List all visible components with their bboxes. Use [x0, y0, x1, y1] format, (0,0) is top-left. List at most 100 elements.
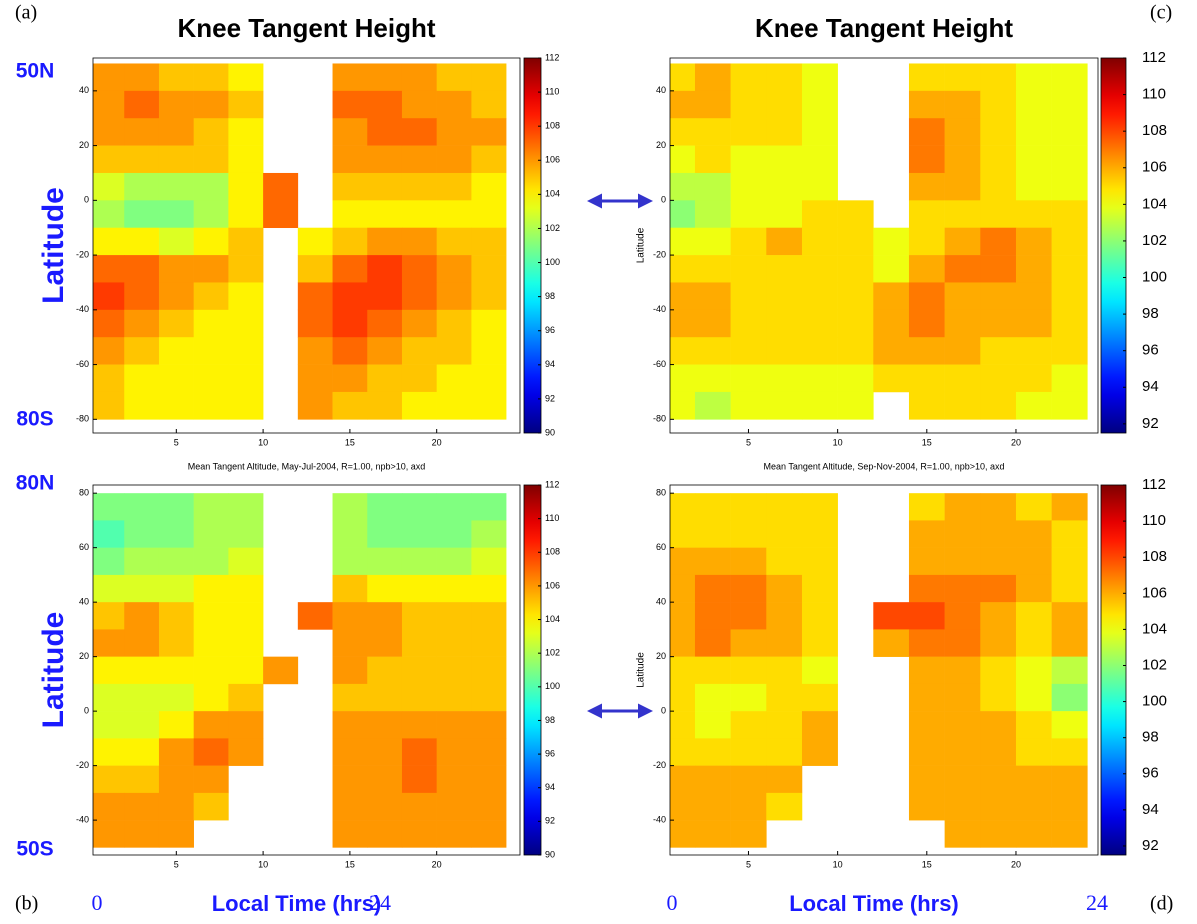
heat-cell	[193, 738, 229, 766]
heat-cell	[401, 574, 437, 603]
y-tick-label: -40	[76, 304, 89, 314]
heat-cell	[766, 145, 803, 174]
heat-cell	[766, 629, 803, 657]
heat-cell	[193, 227, 229, 256]
heat-cell	[158, 792, 194, 821]
heat-cell	[980, 711, 1017, 739]
heat-cell	[367, 118, 403, 146]
heat-cell	[332, 309, 368, 338]
heat-cell	[471, 574, 507, 603]
heat-cell	[730, 683, 767, 712]
heat-cell	[944, 200, 981, 229]
heat-cell	[228, 683, 264, 712]
heat-cell	[93, 547, 125, 576]
heat-cell	[471, 337, 507, 365]
heat-cell	[694, 337, 731, 365]
heat-cell	[158, 765, 194, 794]
heat-cell	[694, 227, 731, 256]
heat-cell	[908, 282, 945, 311]
heat-cell	[944, 282, 981, 311]
heat-cell	[228, 255, 264, 283]
heat-cell	[332, 118, 368, 146]
heat-cell	[1015, 493, 1052, 521]
y-tick-label: 40	[79, 85, 89, 95]
heat-cell	[193, 765, 229, 794]
heat-cell	[332, 792, 368, 821]
heat-cell	[730, 547, 767, 576]
heat-cell	[471, 255, 507, 283]
heat-cell	[730, 63, 767, 92]
heat-cell	[367, 172, 403, 201]
y-tick-label: -20	[653, 760, 666, 770]
heat-cell	[1015, 118, 1052, 146]
heat-cell	[193, 337, 229, 365]
heat-cell	[367, 683, 403, 712]
heat-cell	[670, 629, 696, 657]
heat-cell	[730, 493, 767, 521]
colorbar-label: 104	[1142, 620, 1167, 637]
heat-cell	[908, 656, 945, 685]
latitude-annotation: 50N	[16, 60, 55, 83]
heat-cell	[367, 391, 403, 420]
colorbar-label: 108	[1142, 122, 1167, 139]
heat-cell	[670, 391, 696, 420]
x-tick-label: 5	[174, 437, 179, 447]
heat-cell	[873, 255, 910, 283]
heat-cell	[93, 792, 125, 821]
heat-cell	[1051, 820, 1088, 848]
heat-cell	[401, 364, 437, 393]
heat-cell	[436, 118, 472, 146]
latitude-annotation: 80S	[16, 408, 53, 431]
heat-cell	[158, 282, 194, 311]
heat-cell	[93, 364, 125, 393]
heat-cell	[980, 391, 1017, 420]
heat-cell	[730, 200, 767, 229]
heat-cell	[193, 711, 229, 739]
heat-cell	[193, 602, 229, 630]
heat-cell	[228, 520, 264, 548]
colorbar-label: 110	[545, 513, 559, 523]
heat-cell	[694, 629, 731, 657]
heat-cell	[124, 683, 160, 712]
heat-cell	[944, 792, 981, 821]
heat-cell	[694, 364, 731, 393]
heat-cell	[332, 711, 368, 739]
heat-cell	[93, 391, 125, 420]
heat-cell	[801, 391, 838, 420]
heat-cell	[332, 602, 368, 630]
y-tick-label: -20	[76, 249, 89, 259]
heat-cell	[944, 391, 981, 420]
heat-cell	[367, 63, 403, 92]
heat-cell	[158, 602, 194, 630]
heat-cell	[297, 337, 333, 365]
heat-cell	[694, 309, 731, 338]
heat-cell	[297, 282, 333, 311]
heat-cell	[436, 520, 472, 548]
x-tick-label: 20	[432, 437, 442, 447]
heat-cell	[401, 520, 437, 548]
heat-cell	[980, 792, 1017, 821]
heat-cell	[367, 282, 403, 311]
heat-cell	[730, 172, 767, 201]
heat-cell	[801, 63, 838, 92]
heat-cell	[297, 364, 333, 393]
heat-cell	[944, 520, 981, 548]
heat-cell	[730, 145, 767, 174]
heat-cell	[471, 118, 507, 146]
heat-cell	[471, 493, 507, 521]
heat-cell	[367, 711, 403, 739]
heat-cell	[730, 118, 767, 146]
heat-cell	[908, 711, 945, 739]
heat-cell	[1051, 711, 1088, 739]
heat-cell	[332, 574, 368, 603]
heat-cell	[1051, 337, 1088, 365]
colorbar-label: 96	[1142, 342, 1159, 359]
heat-cell	[766, 172, 803, 201]
colorbar-label: 106	[1142, 584, 1167, 601]
heat-cell	[980, 90, 1017, 119]
axes-box	[669, 57, 1099, 434]
heat-cell	[1015, 282, 1052, 311]
heat-cell	[908, 255, 945, 283]
heat-cell	[1015, 683, 1052, 712]
heat-cell	[332, 656, 368, 685]
